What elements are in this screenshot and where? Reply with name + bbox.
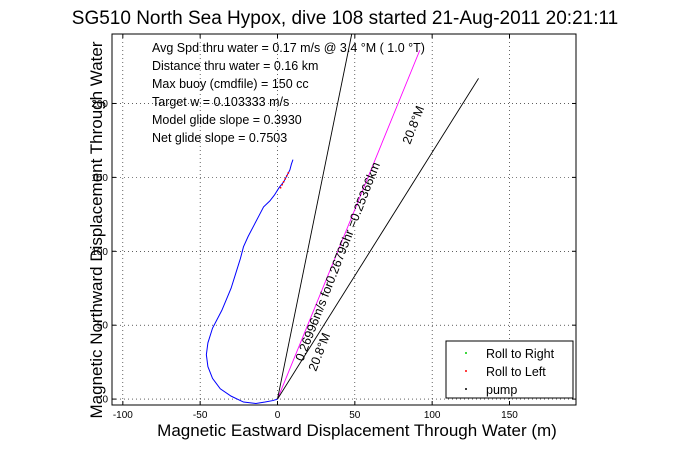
info-model-glide-slope: Model glide slope = 0.3930 (152, 113, 302, 127)
legend-label-roll-right: Roll to Right (486, 347, 555, 361)
x-tick-label: 100 (424, 410, 441, 421)
annotation-speed: 0.26996m/s for0.26795hr =0.25366km (293, 160, 383, 363)
info-max-buoy: Max buoy (cmdfile) = 150 cc (152, 77, 309, 91)
x-tick-label: 50 (349, 410, 361, 421)
chart-title: SG510 North Sea Hypox, dive 108 started … (72, 8, 618, 29)
series-line-2 (277, 33, 353, 400)
plot-frame (111, 33, 577, 406)
roll-left-point (284, 177, 287, 180)
series-line-3 (277, 78, 479, 400)
y-tick-label: 200 (91, 99, 108, 110)
info-target-w: Target w = 0.103333 m/s (152, 95, 289, 109)
roll-left-point (287, 172, 290, 174)
legend-label-roll-left: Roll to Left (486, 365, 546, 379)
y-axis-label: Magnetic Northward Displacement Through … (87, 41, 106, 418)
info-net-glide-slope: Net glide slope = 0.7503 (152, 131, 287, 145)
roll-left-point (282, 180, 285, 183)
info-distance: Distance thru water = 0.16 km (152, 59, 318, 73)
series-line-0 (205, 159, 294, 405)
series-line-1 (277, 50, 421, 400)
x-tick-label: 0 (275, 410, 281, 421)
legend-marker-roll-right (465, 352, 467, 354)
y-tick-label: 150 (91, 173, 108, 184)
x-tick-label: -100 (113, 410, 133, 421)
info-text-block: Avg Spd thru water = 0.17 m/s @ 3.4 °M (… (152, 41, 425, 145)
info-avg-speed: Avg Spd thru water = 0.17 m/s @ 3.4 °M (… (152, 41, 425, 55)
y-tick-label: 50 (97, 321, 109, 332)
legend-box (445, 340, 574, 399)
x-tick-label: 150 (501, 410, 518, 421)
annotation-heading-top: 20.8°M (400, 104, 427, 146)
x-tick-label: -50 (193, 410, 208, 421)
legend-label-pump: pump (486, 383, 517, 397)
x-axis-label: Magnetic Eastward Displacement Through W… (157, 421, 557, 440)
axes-layer: -100 -50 0 50 100 150 0 50 100 150 200 (91, 33, 577, 421)
y-tick-label: 100 (91, 247, 108, 258)
legend: Roll to Right Roll to Left pump (445, 340, 574, 399)
roll-left-point (281, 183, 284, 186)
data-layer (205, 33, 479, 405)
legend-marker-pump (465, 388, 467, 390)
roll-left-point (279, 186, 282, 189)
y-tick-label: 0 (102, 395, 108, 406)
legend-marker-roll-left (465, 370, 467, 372)
roll-left-point (285, 174, 288, 177)
annotations: 0.26996m/s for0.26795hr =0.25366km 20.8°… (293, 104, 427, 373)
grid-layer (112, 34, 576, 405)
